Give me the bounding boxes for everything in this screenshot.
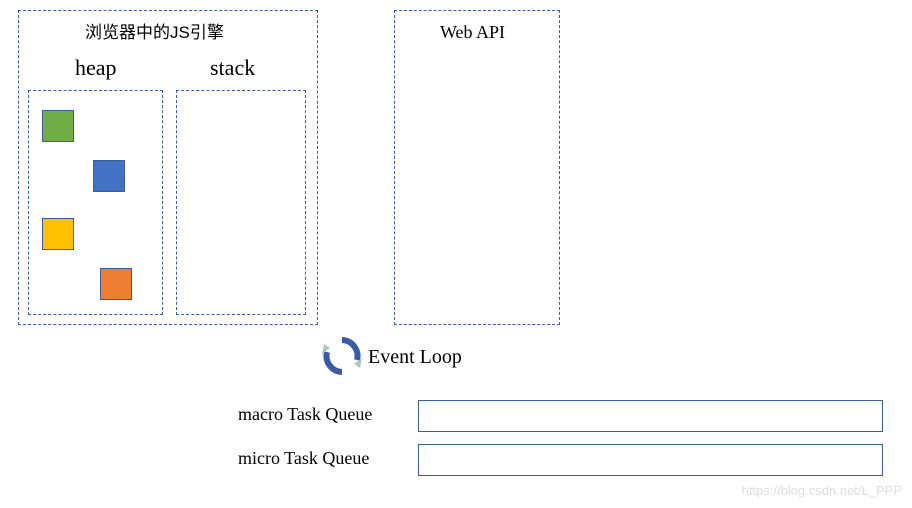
watermark: https://blog.csdn.net/L_PPP [742,483,902,498]
heap-block [42,218,74,250]
macro-queue-box [418,400,883,432]
event-loop-label: Event Loop [368,346,462,369]
web-api-label: Web API [440,22,505,43]
js-engine-title: 浏览器中的JS引擎 [85,18,224,43]
heap-label: heap [75,55,117,81]
macro-queue-label: macro Task Queue [238,404,372,425]
heap-block [100,268,132,300]
heap-block [42,110,74,142]
stack-box [176,90,306,315]
micro-queue-label: micro Task Queue [238,448,369,469]
event-loop-icon [322,336,362,376]
stack-label: stack [210,55,255,81]
micro-queue-box [418,444,883,476]
heap-block [93,160,125,192]
web-api-box [394,10,560,325]
